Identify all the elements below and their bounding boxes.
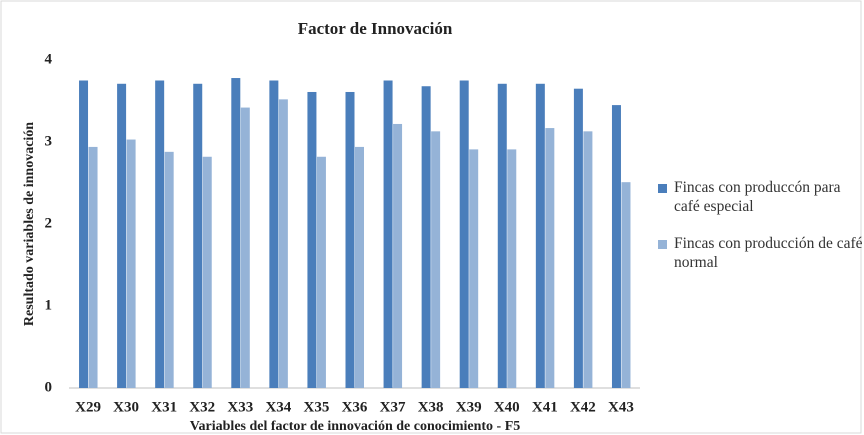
bar: [88, 146, 98, 388]
legend-label: Fincas con produccón para café especial: [674, 179, 841, 215]
x-tick-label: X37: [380, 399, 406, 415]
bar: [507, 149, 517, 388]
bar: [269, 80, 279, 388]
legend-swatch: [658, 184, 667, 193]
bar: [621, 182, 631, 388]
y-tick-label: 2: [45, 215, 53, 231]
x-tick-label: X36: [342, 399, 368, 415]
bar: [316, 156, 326, 388]
y-tick-label: 0: [45, 379, 53, 395]
x-tick-label: X35: [304, 399, 330, 415]
x-tick-label: X30: [113, 399, 139, 415]
x-tick-label: X34: [265, 399, 291, 415]
bar: [583, 131, 593, 388]
bar: [497, 83, 507, 388]
bar: [345, 91, 355, 388]
bar: [155, 80, 165, 388]
x-tick-label: X43: [608, 399, 634, 415]
x-tick-label: X31: [151, 399, 177, 415]
bar: [278, 99, 288, 389]
x-axis-title: Variables del factor de innovación de co…: [190, 419, 521, 434]
bar: [79, 80, 89, 388]
bar: [573, 88, 583, 388]
x-tick-label: X42: [570, 399, 596, 415]
x-tick-label: X39: [456, 399, 482, 415]
bar: [393, 123, 403, 389]
legend-label: Fincas con producción de café normal: [674, 235, 863, 271]
bar: [545, 128, 555, 388]
bar: [231, 78, 241, 388]
bar: [355, 146, 364, 388]
x-tick-label: X29: [75, 399, 101, 415]
legend-swatch: [658, 240, 667, 249]
y-tick-label: 1: [45, 297, 53, 313]
x-tick-label: X40: [494, 399, 520, 415]
y-axis-title: Resultado variables de innovación: [22, 122, 37, 326]
x-tick-label: X32: [189, 399, 215, 415]
bar: [126, 139, 136, 388]
chart-title: Factor de Innovación: [298, 19, 453, 38]
bar: [459, 80, 469, 388]
bar: [164, 151, 174, 388]
bar: [421, 86, 431, 389]
bar: [383, 80, 393, 388]
bar: [117, 83, 127, 388]
y-tick-label: 4: [45, 51, 53, 67]
bar: [193, 83, 203, 388]
bar: [202, 156, 212, 388]
x-tick-label: X41: [532, 399, 558, 415]
x-tick-label: X33: [227, 399, 253, 415]
bar: [240, 107, 250, 388]
bar: [535, 83, 545, 388]
bar: [307, 91, 317, 388]
bar: [611, 105, 621, 388]
y-tick-label: 3: [45, 133, 53, 149]
bar: [469, 149, 479, 388]
bar: [431, 131, 441, 388]
x-tick-label: X38: [418, 399, 444, 415]
